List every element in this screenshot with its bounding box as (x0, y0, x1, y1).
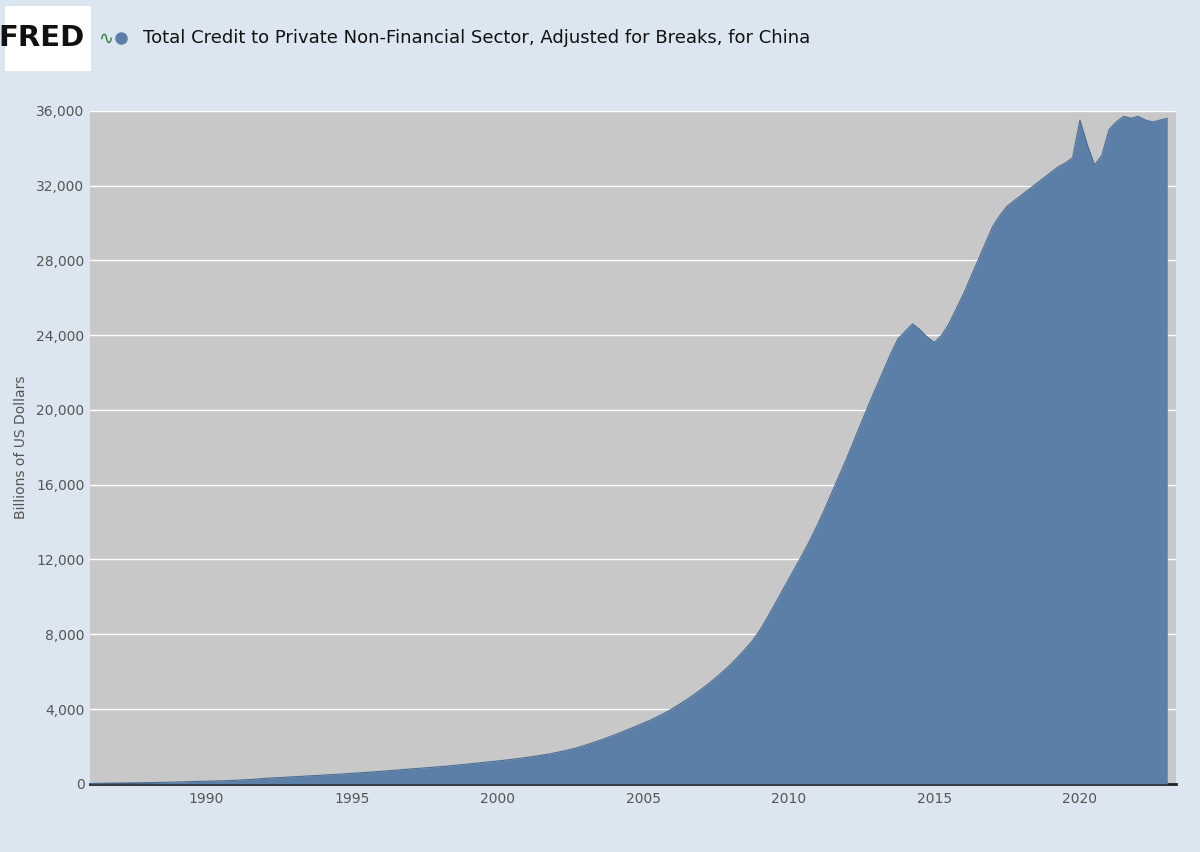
Y-axis label: Billions of US Dollars: Billions of US Dollars (13, 376, 28, 519)
Text: FRED: FRED (0, 25, 84, 52)
Text: Total Credit to Private Non-Financial Sector, Adjusted for Breaks, for China: Total Credit to Private Non-Financial Se… (143, 29, 810, 48)
Text: ∿: ∿ (98, 29, 114, 48)
FancyBboxPatch shape (5, 6, 91, 71)
